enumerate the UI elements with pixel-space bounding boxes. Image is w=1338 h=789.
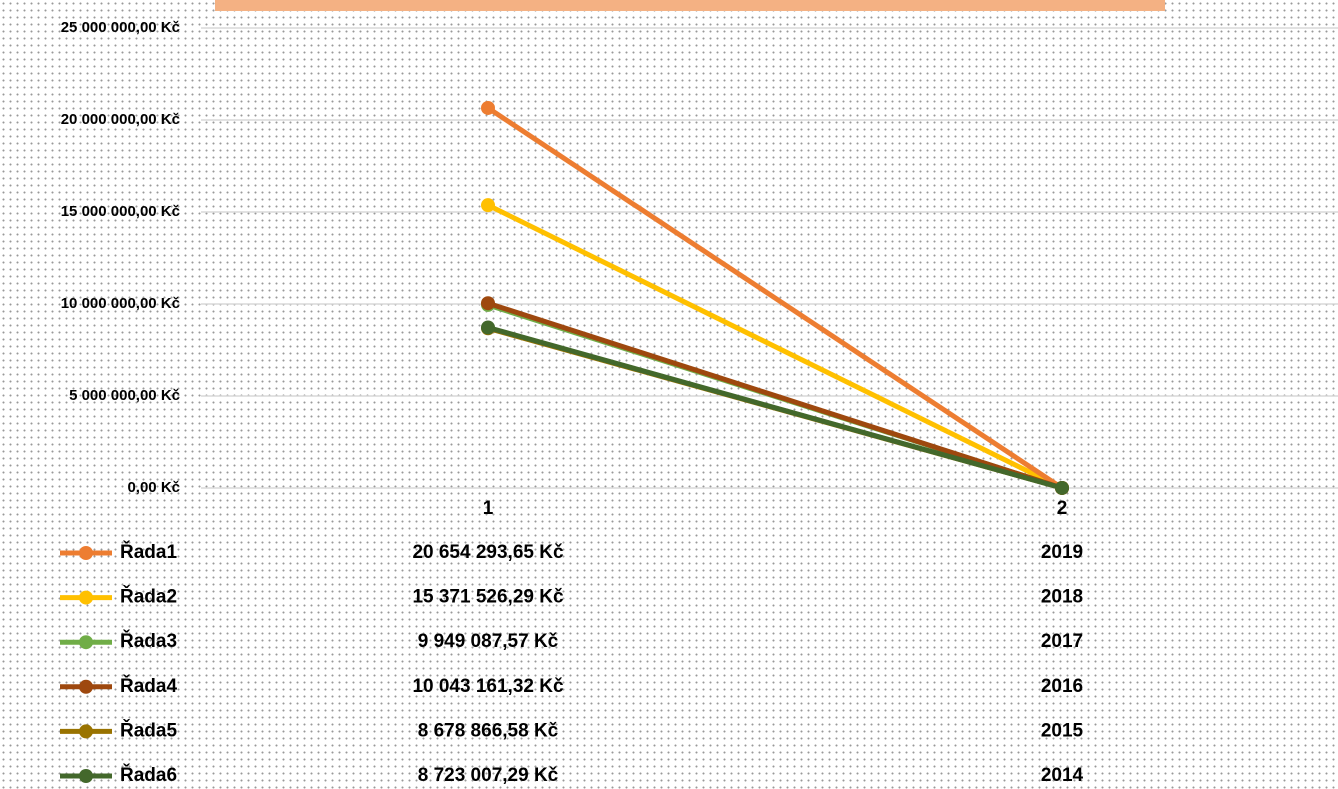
legend-label: Řada4 bbox=[120, 675, 177, 697]
table-value: 15 371 526,29 Kč bbox=[412, 587, 564, 608]
legend-marker bbox=[79, 590, 93, 605]
point bbox=[481, 100, 495, 115]
x-tick-label: 2 bbox=[1057, 498, 1068, 519]
y-tick-label: 10 000 000,00 Kč bbox=[61, 295, 180, 312]
x-tick-label: 1 bbox=[483, 498, 494, 519]
table-value: 2015 bbox=[1041, 720, 1084, 741]
legend-marker bbox=[79, 635, 93, 650]
table-value: 8 723 007,29 Kč bbox=[418, 765, 559, 786]
series-line bbox=[487, 300, 1063, 491]
y-tick-label: 0,00 Kč bbox=[127, 479, 180, 496]
table-value: 2019 bbox=[1041, 542, 1083, 563]
table-value: 2016 bbox=[1041, 676, 1083, 697]
table-value: 10 043 161,32 Kč bbox=[412, 676, 564, 697]
legend-label: Řada1 bbox=[120, 541, 177, 563]
series-line bbox=[486, 105, 1064, 491]
legend-marker bbox=[79, 679, 93, 694]
y-tick-label: 25 000 000,00 Kč bbox=[61, 19, 180, 36]
y-tick-label: 15 000 000,00 Kč bbox=[61, 203, 180, 220]
table-value: 8 678 866,58 Kč bbox=[418, 720, 559, 741]
series-line bbox=[486, 202, 1064, 491]
table-value: 20 654 293,65 Kč bbox=[412, 542, 564, 563]
legend-marker bbox=[79, 724, 93, 739]
table-value: 9 949 087,57 Kč bbox=[418, 631, 559, 652]
legend-marker bbox=[79, 769, 93, 783]
y-tick-label: 5 000 000,00 Kč bbox=[69, 387, 180, 404]
title-band bbox=[215, 0, 1165, 11]
legend-label: Řada2 bbox=[120, 586, 177, 608]
table-value: 2017 bbox=[1041, 631, 1083, 652]
legend-label: Řada6 bbox=[120, 764, 177, 786]
legend-marker bbox=[79, 546, 93, 560]
point bbox=[481, 198, 495, 213]
table-value: 2014 bbox=[1041, 765, 1084, 786]
series-line bbox=[487, 325, 1063, 491]
table-value: 2018 bbox=[1041, 587, 1083, 608]
point bbox=[481, 320, 495, 335]
y-tick-label: 20 000 000,00 Kč bbox=[61, 111, 180, 128]
point bbox=[481, 296, 495, 311]
legend-label: Řada3 bbox=[120, 630, 177, 652]
point bbox=[1055, 480, 1069, 495]
legend-label: Řada5 bbox=[120, 719, 177, 741]
